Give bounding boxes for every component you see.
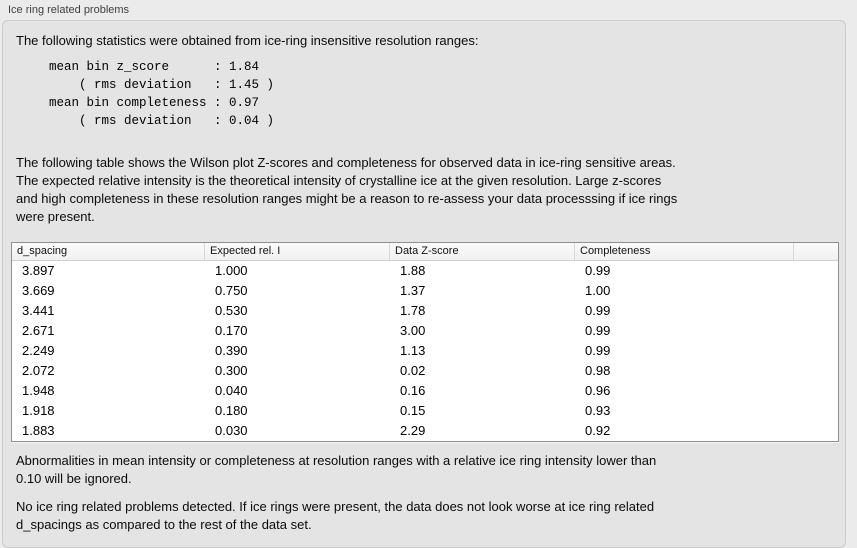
table-cell: 0.040: [215, 383, 248, 398]
table-cell: 3.897: [22, 263, 55, 278]
column-header-data-z-score[interactable]: Data Z-score: [390, 243, 575, 260]
ice-ring-table: d_spacing Expected rel. I Data Z-score Comp…: [11, 242, 839, 442]
table-cell: 1.88: [400, 263, 426, 278]
stats-values-block: mean bin z_score : 1.84 ( rms deviation …: [49, 60, 275, 128]
table-row[interactable]: 1.883 0.030 2.29 0.92: [12, 421, 838, 441]
table-row[interactable]: 2.671 0.170 3.00 0.99: [12, 321, 838, 341]
table-cell: 0.99: [585, 303, 611, 318]
table-cell: 0.530: [215, 303, 248, 318]
table-row[interactable]: 3.441 0.530 1.78 0.99: [12, 301, 838, 321]
stats-intro-text: The following statistics were obtained f…: [16, 33, 479, 48]
table-row[interactable]: 3.897 1.000 1.88 0.99: [12, 261, 838, 281]
table-cell: 0.99: [585, 343, 611, 358]
table-cell: 3.669: [22, 283, 55, 298]
table-cell: 0.180: [215, 403, 248, 418]
table-cell: 1.00: [585, 283, 611, 298]
table-cell: 0.390: [215, 343, 248, 358]
table-cell: 2.29: [400, 423, 426, 438]
table-cell: 1.13: [400, 343, 426, 358]
table-cell: 0.02: [400, 363, 426, 378]
table-cell: 1.918: [22, 403, 55, 418]
table-cell: 0.300: [215, 363, 248, 378]
column-header-completeness[interactable]: Completeness: [575, 243, 794, 260]
table-cell: 0.98: [585, 363, 611, 378]
table-row[interactable]: 2.072 0.300 0.02 0.98: [12, 361, 838, 381]
table-body: 3.897 1.000 1.88 0.99 3.669 0.750 1.37 1.00 3.44…: [12, 261, 838, 441]
table-cell: 3.00: [400, 323, 426, 338]
table-row[interactable]: 3.669 0.750 1.37 1.00: [12, 281, 838, 301]
table-description-text: The following table shows the Wilson plo…: [16, 155, 678, 224]
ice-ring-panel: The following statistics were obtained f…: [2, 20, 846, 548]
table-cell: 0.170: [215, 323, 248, 338]
table-row[interactable]: 1.918 0.180 0.15 0.93: [12, 401, 838, 421]
column-header-filler: [794, 243, 838, 260]
table-cell: 2.671: [22, 323, 55, 338]
table-cell: 1.37: [400, 283, 426, 298]
table-cell: 0.99: [585, 263, 611, 278]
table-cell: 1.948: [22, 383, 55, 398]
table-cell: 1.000: [215, 263, 248, 278]
table-cell: 0.15: [400, 403, 426, 418]
column-header-expected-rel-i[interactable]: Expected rel. I: [205, 243, 390, 260]
table-cell: 0.16: [400, 383, 426, 398]
table-row[interactable]: 1.948 0.040 0.16 0.96: [12, 381, 838, 401]
table-cell: 2.249: [22, 343, 55, 358]
table-row[interactable]: 2.249 0.390 1.13 0.99: [12, 341, 838, 361]
table-cell: 0.750: [215, 283, 248, 298]
table-cell: 0.030: [215, 423, 248, 438]
table-cell: 0.92: [585, 423, 611, 438]
table-cell: 1.883: [22, 423, 55, 438]
conclusion-text: No ice ring related problems detected. I…: [16, 499, 655, 532]
table-cell: 0.93: [585, 403, 611, 418]
panel-title: Ice ring related problems: [8, 4, 130, 16]
table-cell: 1.78: [400, 303, 426, 318]
table-cell: 3.441: [22, 303, 55, 318]
ignore-note-text: Abnormalities in mean intensity or compl…: [16, 453, 657, 486]
table-cell: 2.072: [22, 363, 55, 378]
column-header-d-spacing[interactable]: d_spacing: [12, 243, 205, 260]
table-header-row: d_spacing Expected rel. I Data Z-score Comp…: [12, 243, 838, 261]
table-cell: 0.99: [585, 323, 611, 338]
table-cell: 0.96: [585, 383, 611, 398]
